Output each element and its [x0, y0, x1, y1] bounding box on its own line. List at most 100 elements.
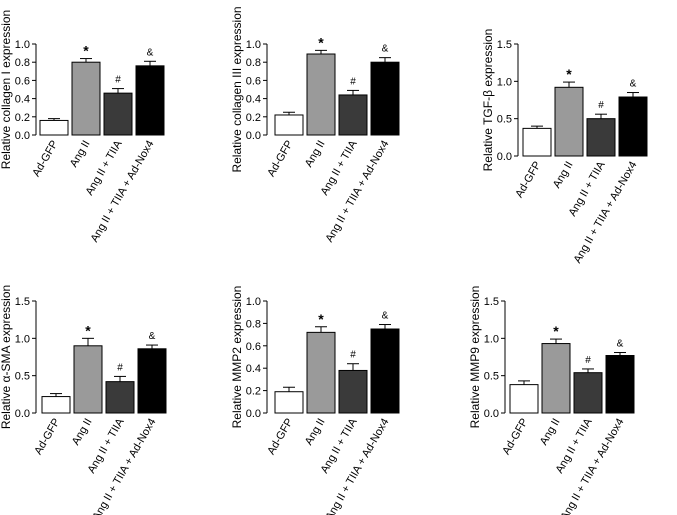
significance-mark: *	[318, 311, 324, 327]
significance-mark: #	[585, 355, 591, 366]
bar	[338, 94, 368, 136]
bar	[586, 118, 616, 157]
bar	[522, 127, 552, 157]
y-axis-title: Relative TGF-β expression	[481, 29, 495, 172]
significance-mark: #	[350, 76, 356, 87]
bar	[554, 86, 584, 157]
y-tick-label: 0.2	[246, 112, 261, 124]
significance-mark: &	[382, 311, 389, 322]
bar	[509, 384, 539, 414]
bar	[41, 396, 71, 414]
category-label: Ang II + TIIA + Ad-Nox4	[89, 139, 157, 245]
bar	[274, 114, 304, 136]
y-tick-label: 0.6	[246, 75, 261, 87]
y-tick-label: 0.6	[15, 75, 30, 87]
y-axis-title: Relative MMP2 expression	[230, 286, 244, 429]
significance-mark: *	[83, 43, 89, 59]
bar	[73, 345, 103, 414]
bar	[573, 372, 603, 414]
bar	[135, 65, 165, 136]
bar	[306, 331, 336, 414]
significance-mark: #	[115, 75, 121, 86]
y-tick-label: 0.0	[484, 408, 499, 420]
y-tick-label: 0.0	[246, 408, 261, 420]
bar	[103, 92, 133, 136]
significance-mark: &	[630, 79, 637, 90]
significance-mark: #	[598, 100, 604, 111]
y-tick-label: 0.5	[497, 114, 512, 126]
y-axis-title: Relative collagen I expression	[0, 10, 13, 169]
significance-mark: &	[149, 331, 156, 342]
significance-mark: *	[553, 323, 559, 339]
category-label: Ad-GFP	[500, 417, 530, 457]
y-tick-label: 1.5	[497, 39, 512, 51]
bar	[71, 61, 101, 136]
y-axis-title: Relative MMP9 expression	[468, 286, 482, 429]
y-tick-label: 1.0	[484, 333, 499, 345]
y-tick-label: 0.0	[497, 151, 512, 163]
bar	[39, 119, 69, 136]
category-label: Ang II	[68, 139, 93, 170]
bar	[370, 328, 400, 414]
bar	[306, 53, 336, 136]
bar	[370, 61, 400, 136]
category-label: Ang II	[551, 160, 576, 191]
category-label: Ang II + TIIA + Ad-Nox4	[324, 139, 392, 245]
y-tick-label: 0.5	[15, 371, 30, 383]
category-label: Ang II	[538, 417, 563, 448]
bar	[274, 391, 304, 414]
category-label: Ad-GFP	[265, 417, 295, 457]
significance-mark: *	[566, 66, 572, 82]
category-label: Ad-GFP	[265, 139, 295, 179]
y-tick-label: 1.0	[15, 333, 30, 345]
bar	[137, 348, 167, 414]
y-tick-label: 0.8	[246, 318, 261, 330]
y-tick-label: 1.5	[484, 296, 499, 308]
significance-mark: &	[147, 47, 154, 58]
y-tick-label: 0.0	[15, 408, 30, 420]
significance-mark: *	[85, 322, 91, 338]
y-tick-label: 0.6	[246, 341, 261, 353]
bar	[105, 381, 135, 414]
y-tick-label: 0.0	[246, 130, 261, 142]
y-tick-label: 0.8	[15, 57, 30, 69]
bar	[618, 96, 648, 157]
significance-mark: &	[617, 339, 624, 350]
y-tick-label: 0.4	[15, 94, 30, 106]
significance-mark: #	[350, 350, 356, 361]
y-tick-label: 0.2	[246, 386, 261, 398]
y-axis-title: Relative collagen III expression	[230, 6, 244, 172]
significance-mark: *	[318, 34, 324, 50]
bar	[338, 369, 368, 414]
y-tick-label: 1.0	[246, 296, 261, 308]
y-tick-label: 0.8	[246, 57, 261, 69]
category-label: Ad-GFP	[513, 160, 543, 200]
y-axis-title: Relative α-SMA expression	[0, 285, 13, 429]
y-tick-label: 1.0	[246, 39, 261, 51]
y-tick-label: 0.2	[15, 112, 30, 124]
y-tick-label: 0.0	[15, 130, 30, 142]
category-label: Ang II	[70, 417, 95, 448]
significance-mark: &	[382, 44, 389, 55]
y-tick-label: 1.0	[15, 39, 30, 51]
category-label: Ang II + TIIA + Ad-Nox4	[572, 160, 640, 266]
y-tick-label: 0.4	[246, 94, 261, 106]
category-label: Ang II	[303, 417, 328, 448]
significance-mark: #	[117, 362, 123, 373]
y-tick-label: 1.5	[15, 296, 30, 308]
category-label: Ang II	[303, 139, 328, 170]
category-label: Ad-GFP	[30, 139, 60, 179]
y-tick-label: 0.5	[484, 371, 499, 383]
bar	[605, 355, 635, 414]
category-label: Ad-GFP	[32, 417, 62, 457]
y-tick-label: 1.0	[497, 76, 512, 88]
y-tick-label: 0.4	[246, 363, 261, 375]
bar	[541, 343, 571, 414]
